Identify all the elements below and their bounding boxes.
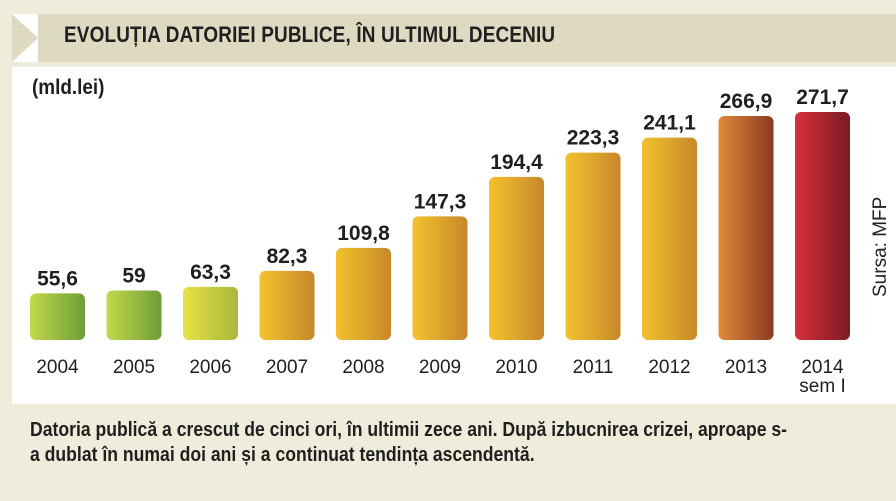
value-label: 55,6 [37, 267, 78, 290]
x-tick-label: 2010 [495, 357, 537, 378]
x-tick-label: 2012 [648, 357, 690, 378]
bar-2012 [642, 137, 697, 340]
x-tick-label: 2006 [189, 357, 231, 378]
x-tick-label: 2007 [266, 357, 308, 378]
bar-2008 [336, 247, 391, 340]
bar-2014-sem-I [795, 112, 850, 340]
x-tick-label: sem I [799, 376, 845, 397]
x-tick-label: 2013 [725, 357, 767, 378]
x-tick-label: 2008 [342, 357, 384, 378]
value-label: 266,9 [720, 90, 773, 113]
title-banner-notch [12, 14, 38, 62]
value-label: 194,4 [490, 151, 543, 174]
bar-2010 [489, 176, 544, 340]
chart-title: EVOLUȚIA DATORIEI PUBLICE, ÎN ULTIMUL DE… [64, 22, 556, 47]
bar-2011 [565, 152, 621, 340]
value-label: 223,3 [567, 127, 620, 150]
x-tick-label: 2004 [36, 357, 79, 378]
x-tick-label: 2005 [113, 357, 155, 378]
bar-2005 [106, 290, 162, 340]
value-label: 59 [122, 264, 145, 287]
bar-2007 [259, 270, 315, 340]
bar-2004 [30, 293, 85, 340]
value-label: 147,3 [414, 190, 467, 213]
bar-2009 [412, 216, 468, 340]
title-banner [12, 14, 896, 62]
x-tick-label: 2009 [419, 357, 461, 378]
value-label: 109,8 [337, 222, 390, 245]
value-label: 82,3 [267, 245, 308, 268]
bar-2006 [183, 286, 238, 340]
x-tick-label: 2014 [801, 357, 844, 378]
unit-label: (mld.lei) [32, 76, 105, 99]
value-label: 241,1 [643, 112, 696, 135]
value-label: 63,3 [190, 261, 231, 284]
value-label: 271,7 [796, 86, 849, 109]
bar-2013 [718, 116, 774, 340]
footer-caption: Datoria publică a crescut de cinci ori, … [30, 419, 788, 466]
x-tick-label: 2011 [573, 357, 614, 378]
